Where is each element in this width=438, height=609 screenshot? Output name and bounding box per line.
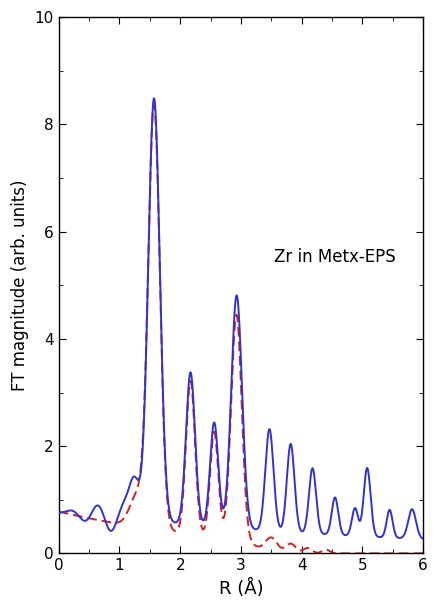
Y-axis label: FT magnitude (arb. units): FT magnitude (arb. units)	[11, 180, 29, 391]
Text: Zr in Metx-EPS: Zr in Metx-EPS	[274, 248, 395, 266]
X-axis label: R (Å): R (Å)	[218, 579, 263, 598]
